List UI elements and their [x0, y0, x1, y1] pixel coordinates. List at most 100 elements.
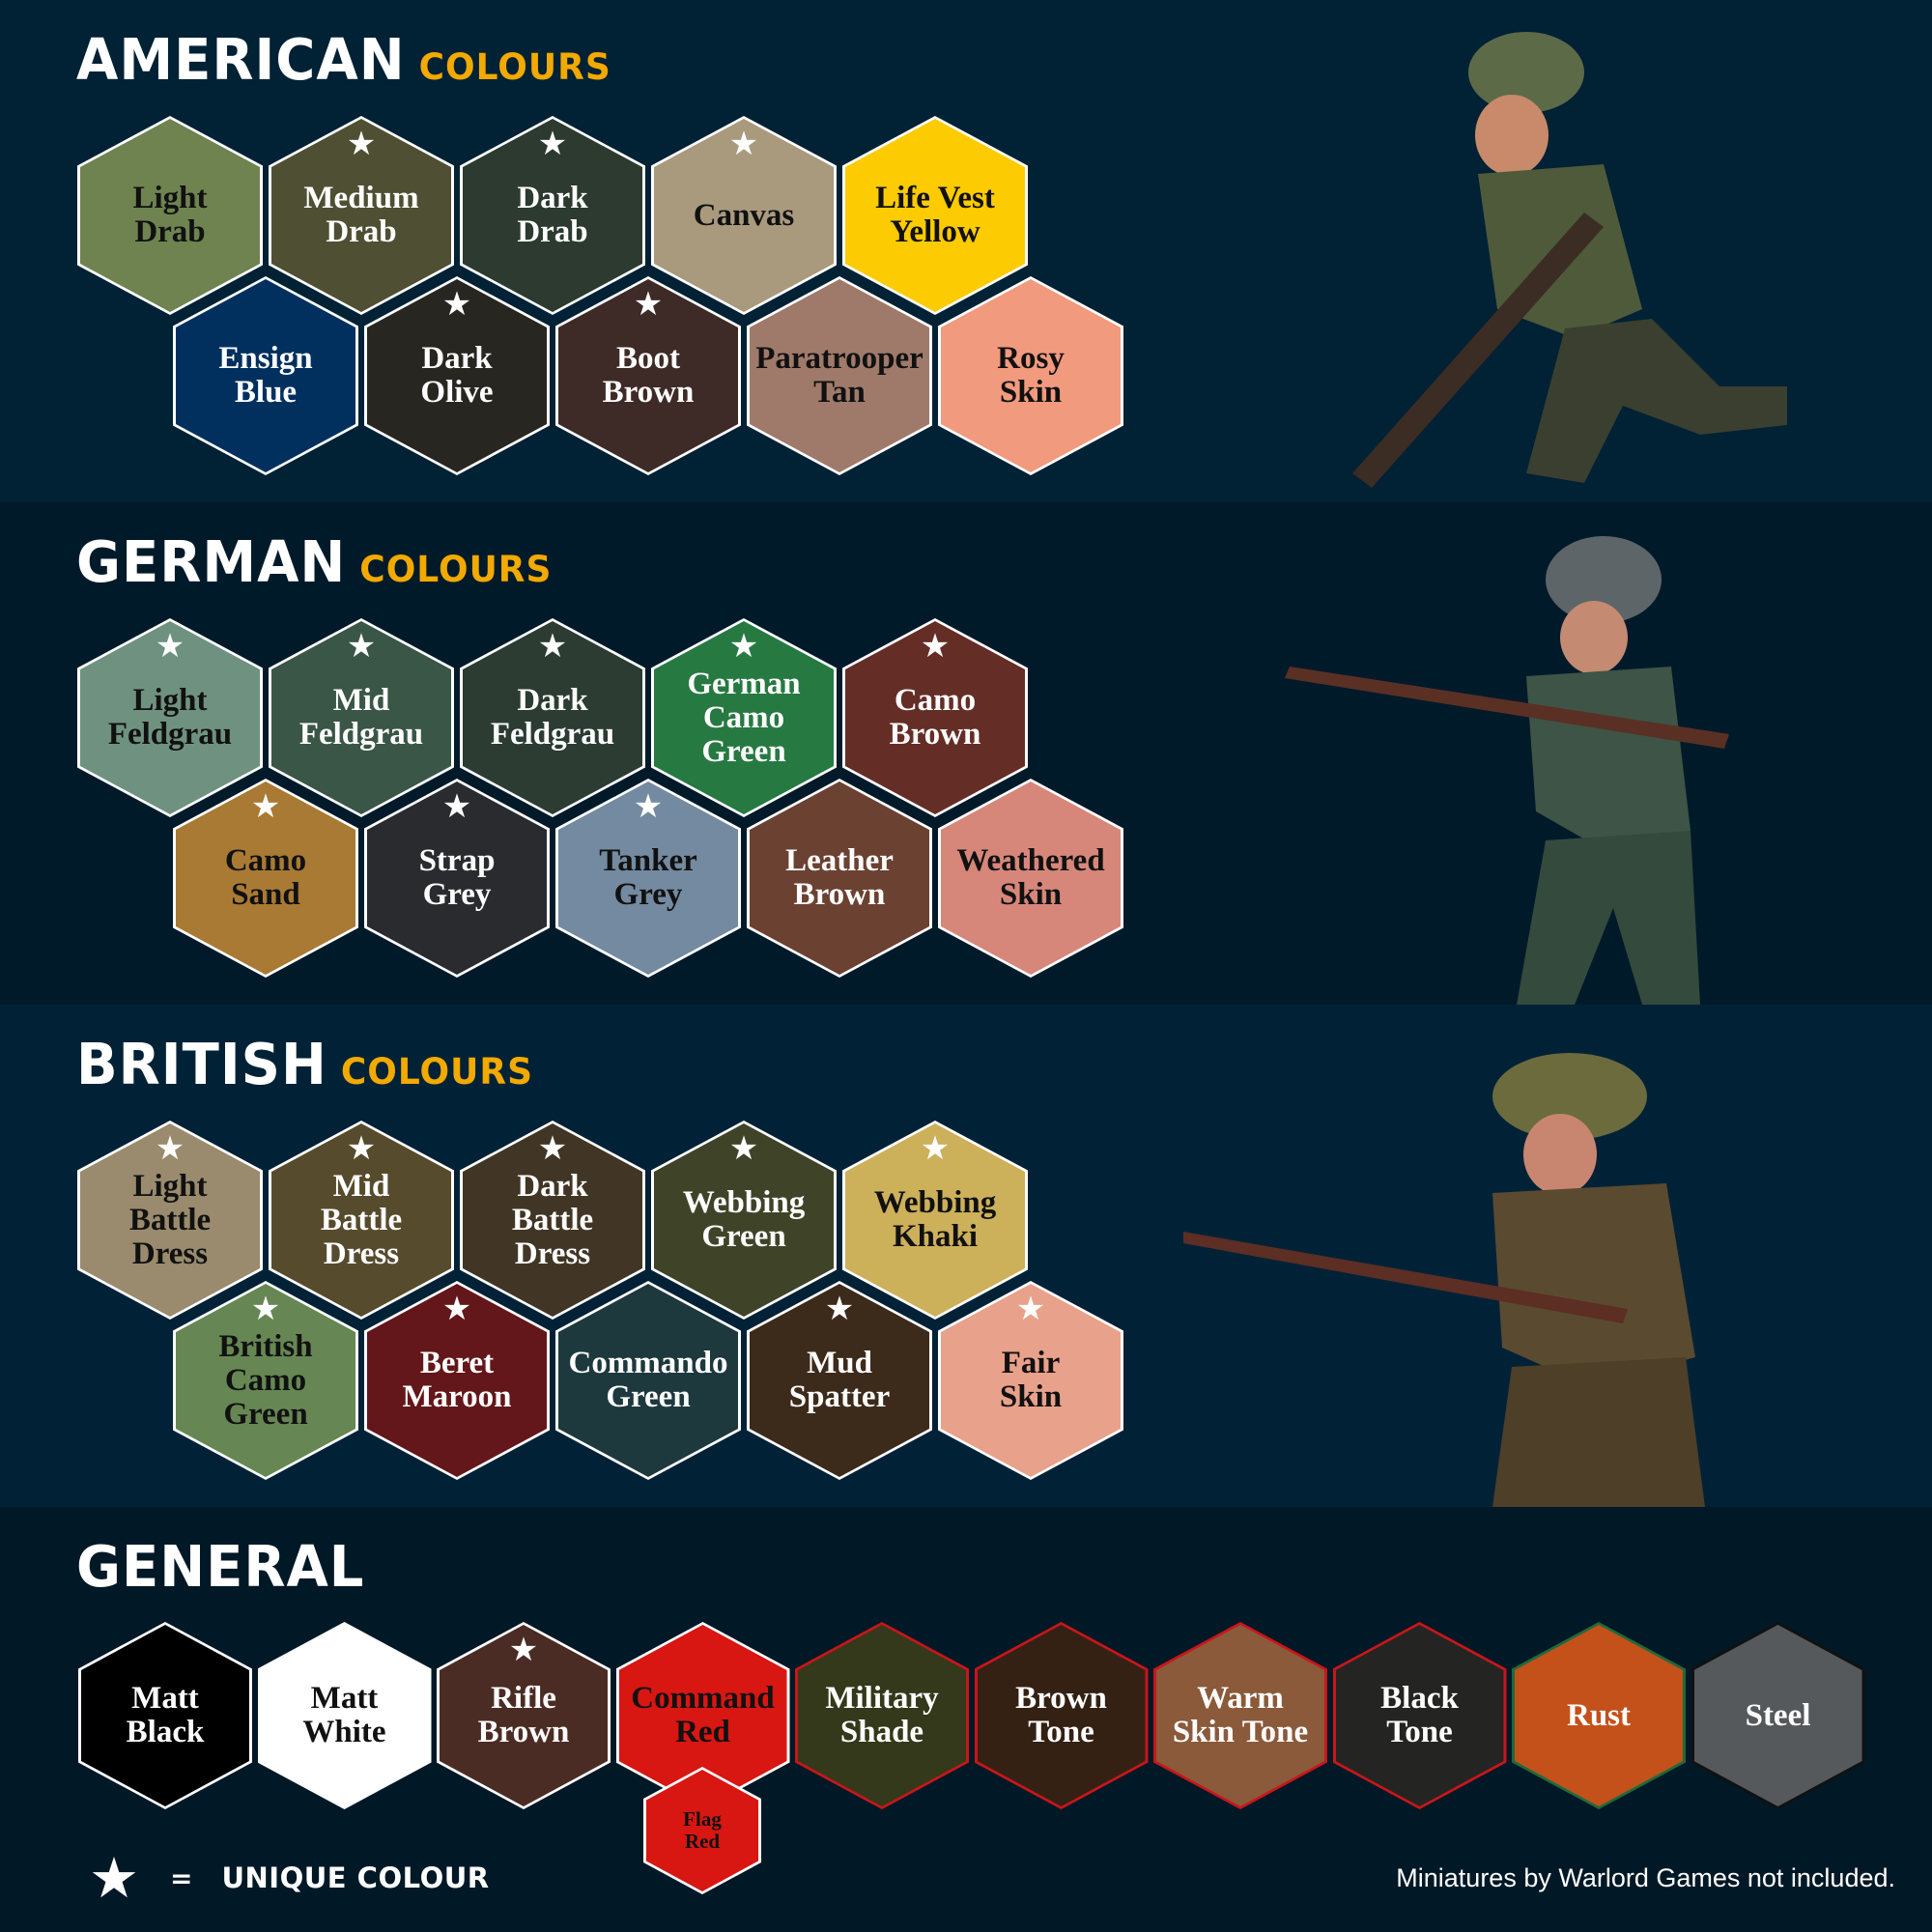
- swatch-label: Black Tone: [1380, 1681, 1459, 1749]
- title-main: GENERAL: [76, 1534, 365, 1601]
- unique-star-icon: ★: [250, 1290, 281, 1328]
- paint-swatch: Mid Battle Dress ★: [269, 1121, 454, 1320]
- swatch-fill: Black Tone: [1335, 1625, 1504, 1806]
- swatch-label: Canvas: [693, 197, 795, 233]
- swatch-fill: Matt White: [260, 1625, 429, 1806]
- swatch-label: Camo Brown: [889, 683, 981, 752]
- swatch-label: German Camo Green: [687, 666, 801, 769]
- paint-swatch: Brown Tone: [974, 1622, 1149, 1809]
- swatch-label: Camo Sand: [224, 843, 307, 912]
- swatch-label: British Camo Green: [218, 1328, 313, 1432]
- paint-swatch: Commando Green: [555, 1281, 741, 1480]
- swatch-fill: Commando Green: [558, 1284, 738, 1477]
- title-main: AMERICAN: [76, 27, 406, 94]
- swatch-label: Rosy Skin: [997, 341, 1065, 410]
- swatch-fill: Rust: [1515, 1625, 1683, 1806]
- swatch-label: Paratrooper Tan: [755, 341, 923, 410]
- swatch-label: Dark Drab: [517, 181, 588, 249]
- unique-star-icon: ★: [346, 1129, 377, 1168]
- swatch-fill: Steel: [1693, 1625, 1862, 1806]
- swatch-label: Warm Skin Tone: [1172, 1681, 1309, 1749]
- swatch-label: Light Battle Dress: [128, 1168, 212, 1271]
- swatch-label: Mud Spatter: [788, 1346, 891, 1414]
- swatch-fill: Matt Black: [81, 1625, 249, 1806]
- swatch-label: Strap Grey: [418, 843, 496, 912]
- unique-star-icon: ★: [537, 125, 568, 163]
- swatch-label: Webbing Green: [682, 1185, 806, 1254]
- unique-star-icon: ★: [250, 787, 281, 826]
- swatch-label: Ensign Blue: [218, 341, 313, 410]
- section-title: BRITISH COLOURS: [76, 1032, 533, 1097]
- paint-swatch: Matt Black: [78, 1622, 252, 1809]
- swatch-label: Boot Brown: [602, 341, 695, 410]
- swatch-fill: Light Battle Dress ★: [80, 1123, 260, 1317]
- section-title: GERMAN COLOURS: [76, 529, 552, 595]
- paint-swatch: Beret Maroon ★: [364, 1281, 550, 1480]
- paint-swatch: Matt White: [257, 1622, 432, 1809]
- paint-swatch: Dark Olive ★: [364, 276, 550, 475]
- swatch-label: Tanker Grey: [599, 843, 697, 912]
- unique-star-icon: ★: [441, 285, 472, 324]
- unique-star-icon: ★: [920, 627, 951, 666]
- unique-star-icon: ★: [346, 627, 377, 666]
- swatch-label: Light Feldgrau: [107, 683, 233, 752]
- paint-swatch: Mud Spatter ★: [747, 1281, 932, 1480]
- title-sub: COLOURS: [418, 46, 611, 89]
- german-soldier-miniature-image: [1285, 536, 1729, 1005]
- swatch-label: Fair Skin: [999, 1346, 1063, 1414]
- british-soldier-miniature-image: [1183, 1053, 1705, 1507]
- legend-label: UNIQUE COLOUR: [221, 1861, 490, 1894]
- paint-swatch: Light Battle Dress ★: [77, 1121, 263, 1320]
- unique-star-icon: ★: [346, 125, 377, 163]
- swatch-label: Command Red: [631, 1681, 775, 1749]
- unique-star-icon: ★: [155, 1129, 185, 1168]
- swatch-fill: Boot Brown ★: [558, 279, 738, 472]
- swatch-fill: Dark Battle Dress ★: [463, 1123, 642, 1317]
- swatch-fill: Beret Maroon ★: [367, 1284, 547, 1477]
- swatch-label: Flag Red: [683, 1807, 722, 1853]
- title-sub: COLOURS: [359, 549, 553, 591]
- paint-swatch: Rust: [1512, 1622, 1686, 1809]
- paint-swatch: Rifle Brown ★: [437, 1622, 611, 1809]
- american-soldier-miniature-image: [1352, 32, 1787, 488]
- swatch-label: Life Vest Yellow: [875, 181, 995, 249]
- section-title: AMERICAN COLOURS: [76, 27, 611, 93]
- swatch-fill: Brown Tone: [977, 1625, 1146, 1806]
- swatch-label: Rust: [1566, 1697, 1632, 1733]
- swatch-label: Commando Green: [568, 1346, 728, 1414]
- swatch-fill: Paratrooper Tan: [750, 279, 929, 472]
- swatch-label: Matt White: [302, 1681, 386, 1749]
- unique-star-icon: ★: [508, 1631, 539, 1669]
- unique-star-icon: ★: [537, 627, 568, 666]
- paint-swatch: Boot Brown ★: [555, 276, 741, 475]
- paint-swatch: Ensign Blue: [173, 276, 358, 475]
- swatch-label: Weathered Skin: [956, 843, 1105, 912]
- swatch-label: Mid Battle Dress: [320, 1168, 403, 1271]
- paint-swatch: Webbing Khaki ★: [842, 1121, 1028, 1320]
- star-icon: ★: [89, 1845, 139, 1911]
- unique-star-icon: ★: [920, 1129, 951, 1168]
- paint-swatch: Medium Drab ★: [269, 116, 454, 315]
- swatch-fill: Warm Skin Tone: [1156, 1625, 1324, 1806]
- paint-swatch: Black Tone: [1332, 1622, 1507, 1809]
- paint-swatch: Steel: [1690, 1622, 1865, 1809]
- swatch-fill: Rifle Brown ★: [440, 1625, 608, 1806]
- paint-swatch: Fair Skin ★: [938, 1281, 1123, 1480]
- unique-star-icon: ★: [633, 787, 664, 826]
- swatch-fill: Webbing Khaki ★: [845, 1123, 1025, 1317]
- swatch-label: Webbing Khaki: [873, 1185, 997, 1254]
- paint-swatch: Rosy Skin: [938, 276, 1123, 475]
- swatch-label: Brown Tone: [1015, 1681, 1107, 1749]
- unique-star-icon: ★: [441, 1290, 472, 1328]
- title-main: GERMAN: [76, 529, 347, 596]
- swatch-label: Matt Black: [126, 1681, 205, 1749]
- paint-swatch: Warm Skin Tone: [1153, 1622, 1327, 1809]
- swatch-fill: Mud Spatter ★: [750, 1284, 929, 1477]
- title-main: BRITISH: [76, 1032, 327, 1098]
- swatch-fill: Rosy Skin: [941, 279, 1121, 472]
- title-sub: COLOURS: [340, 1051, 534, 1094]
- swatch-label: Light Drab: [132, 181, 208, 249]
- unique-star-icon: ★: [728, 627, 759, 666]
- unique-star-icon: ★: [824, 1290, 855, 1328]
- swatch-fill: Ensign Blue: [176, 279, 355, 472]
